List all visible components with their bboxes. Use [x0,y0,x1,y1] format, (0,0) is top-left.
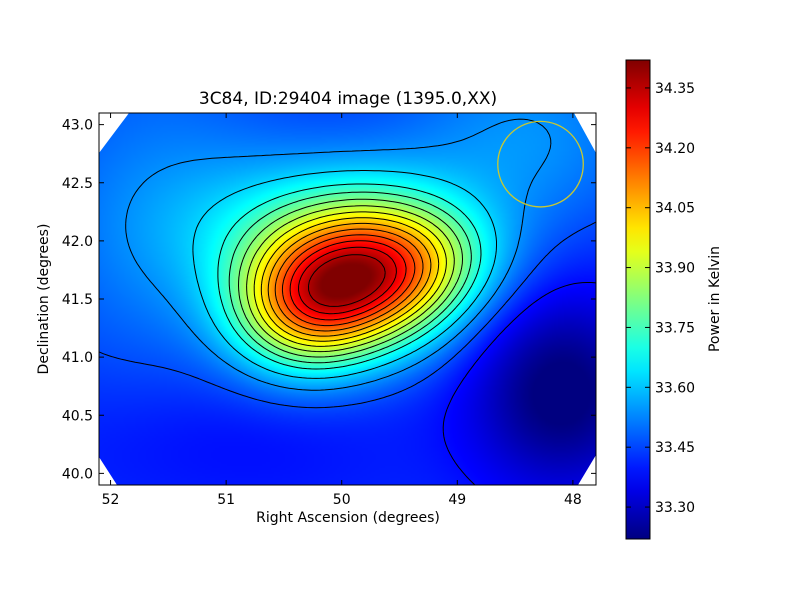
y-axis-label: Declination (degrees) [36,224,52,375]
map-corner-masks [99,113,596,485]
y-tick-label: 41.0 [62,350,93,366]
contour-level-10 [267,222,432,337]
contour-level-12 [281,234,416,327]
contour-level-8 [253,211,447,347]
y-tick-label: 40.0 [62,466,93,482]
corner-mask-2 [99,457,117,485]
corner-mask-0 [99,113,129,153]
contour-level-6 [238,198,463,358]
colorbar-tick-label: 34.35 [655,81,695,97]
colorbar-tick-label: 33.90 [655,261,695,277]
beam-circle [497,120,584,208]
contour-level-7 [246,205,455,353]
chart-title: 3C84, ID:29404 image (1395.0,XX) [199,89,497,109]
colorbar-label: Power in Kelvin [707,246,723,352]
colorbar-tick-label: 33.75 [655,320,695,336]
x-tick-label: 51 [217,492,235,508]
y-tick-label: 42.5 [62,176,93,192]
x-tick-label: 49 [448,492,466,508]
heatmap-image [99,113,596,485]
contour-level-1 [99,221,596,409]
x-tick-label: 52 [102,492,120,508]
y-tick-label: 42.0 [62,234,93,250]
contour-level-9 [260,217,440,342]
colorbar-tick-label: 34.20 [655,141,695,157]
colorbar-tick-label: 33.45 [655,440,695,456]
y-axis-ticks: 40.0 40.5 41.0 41.5 42.0 42.5 43.0 [62,118,596,482]
colorbar-tick-label: 34.05 [655,201,695,217]
contour-lines [99,118,596,485]
colorbar: 33.30 33.45 33.60 33.75 33.90 34.05 34.20 34.35… [625,59,723,540]
colorbar-gradient [625,59,651,540]
contour-level-14 [298,246,397,315]
contour-level-4 [217,183,482,370]
colorbar-ticks: 33.30 33.45 33.60 33.75 33.90 34.05 34.20 34.35 [626,81,695,516]
contour-level-0 [442,282,596,485]
y-tick-label: 43.0 [62,118,93,134]
x-tick-label: 48 [564,492,582,508]
plot-area [99,113,596,485]
x-axis-ticks: 52 51 50 49 48 [102,113,582,508]
colorbar-tick-label: 33.30 [655,500,695,516]
colorbar-tick-label: 33.60 [655,380,695,396]
x-axis-label: Right Ascension (degrees) [256,510,440,526]
corner-mask-3 [578,455,596,485]
x-tick-label: 50 [333,492,351,508]
contour-level-5 [228,191,472,364]
corner-mask-1 [574,113,596,153]
contour-level-11 [274,228,424,332]
contour-level-15 [308,254,386,307]
y-tick-label: 40.5 [62,408,93,424]
contour-level-3 [192,170,497,379]
y-tick-label: 41.5 [62,292,93,308]
contour-level-13 [289,240,407,321]
